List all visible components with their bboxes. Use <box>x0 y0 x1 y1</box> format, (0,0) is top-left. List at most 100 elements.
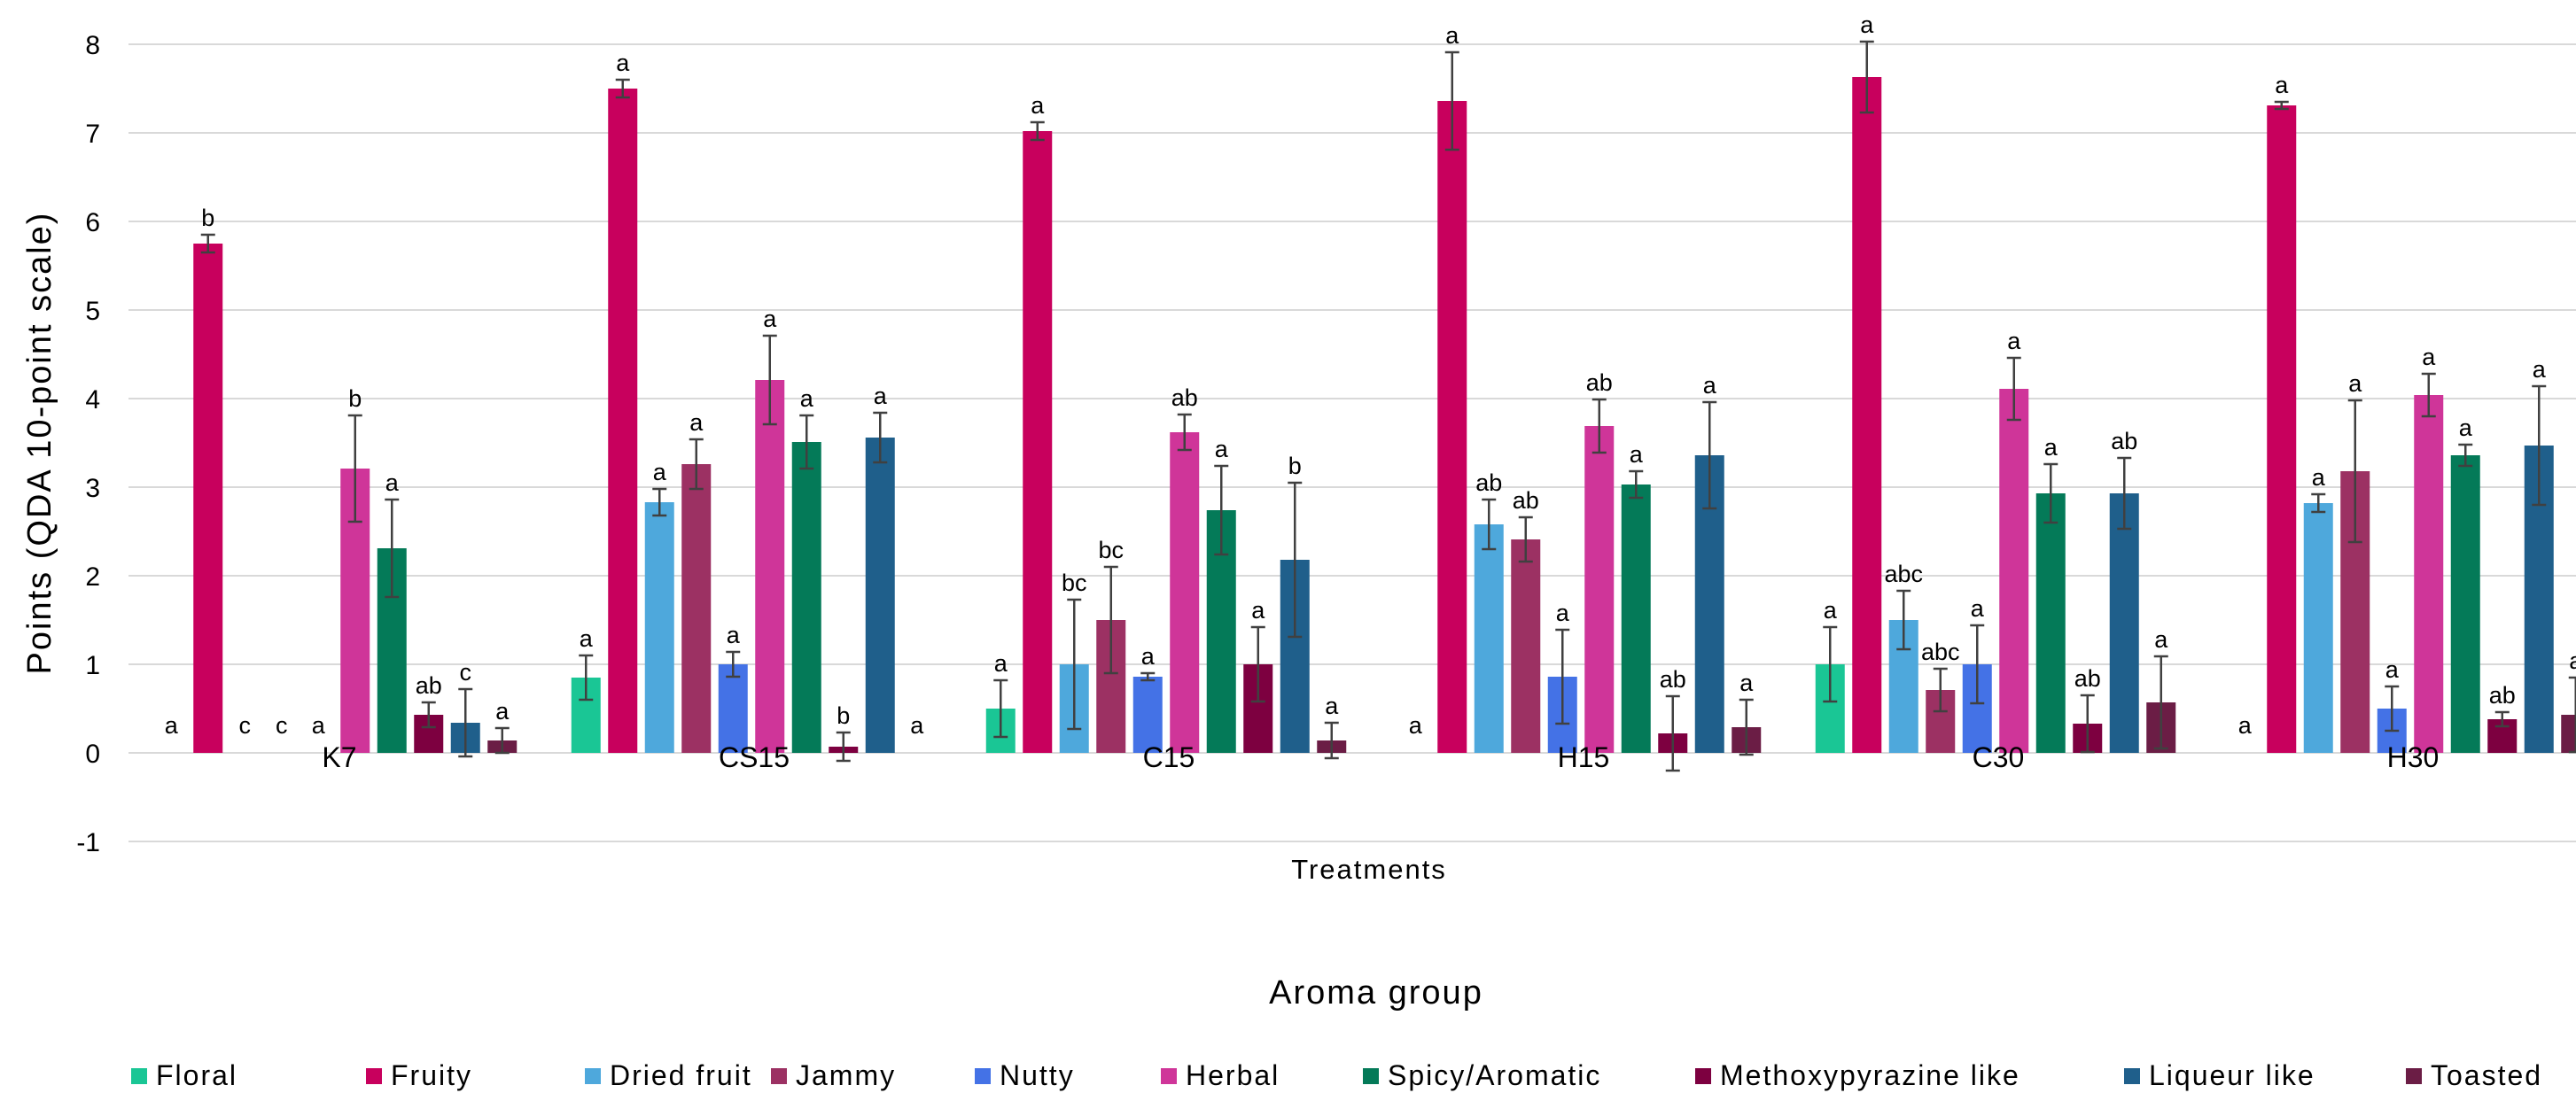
error-bar <box>2080 694 2095 754</box>
legend-swatch <box>1161 1068 1177 1084</box>
significance-letter: a <box>2312 464 2326 491</box>
bar <box>2561 715 2576 753</box>
error-bar <box>689 438 704 491</box>
legend-swatch <box>1695 1068 1711 1084</box>
significance-letter: a <box>1141 643 1156 670</box>
legend-label: Floral <box>156 1059 237 1091</box>
significance-letter: abc <box>1921 639 1960 665</box>
bar <box>644 502 674 753</box>
error-bar <box>615 78 630 99</box>
error-bar <box>1823 625 1838 703</box>
significance-letter: a <box>2533 356 2547 383</box>
error-bar <box>458 687 473 758</box>
significance-letter: c <box>239 712 252 739</box>
error-bar <box>421 701 436 729</box>
bar <box>1170 432 1200 753</box>
category-labels: K7 CS15 C15 H15 C30 H30 <box>322 741 2439 773</box>
bar <box>1852 77 1882 753</box>
y-tick-label: 7 <box>85 120 100 149</box>
significance-letter: a <box>1251 597 1265 624</box>
legend-item: Herbal <box>1161 1059 1280 1091</box>
significance-letter: abc <box>1884 561 1923 587</box>
error-bar <box>200 233 215 254</box>
significance-letter: ab <box>1513 487 1539 514</box>
error-bar <box>1518 515 1533 563</box>
category-label: C15 <box>1143 741 1195 773</box>
bar <box>2267 105 2297 753</box>
significance-letter: c <box>276 712 288 739</box>
error-bar <box>1067 598 1082 731</box>
significance-letter: a <box>2385 656 2400 683</box>
error-bar <box>347 414 362 523</box>
legend-item: Nutty <box>975 1059 1075 1091</box>
significance-letter: a <box>994 650 1008 677</box>
y-tick-label: 0 <box>85 740 100 769</box>
significance-letter: a <box>689 409 704 436</box>
bar <box>1621 484 1651 753</box>
significance-letter: a <box>874 383 888 409</box>
bar <box>1132 677 1163 753</box>
y-tick-label: 6 <box>85 208 100 237</box>
bars <box>193 77 2576 753</box>
significance-letter: a <box>1860 12 1874 38</box>
error-bar <box>1103 565 1118 675</box>
legend-swatch <box>771 1068 787 1084</box>
error-bar <box>799 414 814 470</box>
y-tick-label: 4 <box>85 385 100 415</box>
significance-letter: a <box>2422 344 2436 370</box>
significance-letter: a <box>1971 595 1985 622</box>
error-bar <box>2043 462 2058 524</box>
significance-letter: a <box>2154 626 2168 653</box>
significance-letter: b <box>1288 453 1302 479</box>
significance-letter: a <box>1739 670 1754 696</box>
error-bar <box>1214 464 1229 556</box>
gridlines <box>128 43 2576 842</box>
bar <box>681 464 712 753</box>
error-bar <box>1555 628 1570 725</box>
bar <box>755 380 785 753</box>
significance-letter: a <box>727 622 741 648</box>
significance-letter: bc <box>1098 537 1124 563</box>
significance-letter: a <box>800 385 814 412</box>
legend-item: Methoxypyrazine like <box>1695 1059 2019 1091</box>
error-bar <box>1177 413 1192 452</box>
y-tick-label: 8 <box>85 31 100 60</box>
legend-label: Dried fruit <box>610 1059 752 1091</box>
legend-item: Liqueur like <box>2124 1059 2314 1091</box>
significance-letter: a <box>2348 370 2362 397</box>
y-tick-label: 1 <box>85 651 100 680</box>
error-bar <box>1592 398 1607 454</box>
legend-item: Spicy/Aromatic <box>1363 1059 1599 1091</box>
category-label: H15 <box>1558 741 1610 773</box>
error-bar <box>2117 456 2132 531</box>
significance-letter: ab <box>1586 369 1613 396</box>
bar <box>2303 503 2333 753</box>
error-bar <box>1250 625 1265 703</box>
bar <box>2109 493 2139 753</box>
error-bar <box>2385 685 2400 733</box>
legend-label: Herbal <box>1186 1059 1280 1091</box>
bar <box>1437 101 1467 753</box>
error-bar <box>1030 120 1045 142</box>
significance-letter: a <box>1703 372 1717 399</box>
error-bar <box>2532 384 2547 507</box>
significance-letter: a <box>2275 72 2289 98</box>
significance-letter: a <box>165 712 179 739</box>
significance-letter: bc <box>1062 570 1087 596</box>
legend-item: Toasted <box>2406 1059 2541 1091</box>
bar <box>2035 493 2066 753</box>
significance-letter: a <box>1445 22 1459 49</box>
significance-letter: ab <box>2111 428 2137 454</box>
error-bar <box>1444 50 1459 151</box>
bar <box>1511 539 1541 753</box>
error-bar <box>1859 40 1874 114</box>
error-bar <box>1482 498 1497 551</box>
error-bar <box>873 411 888 464</box>
bar <box>791 442 821 753</box>
error-bar <box>1933 667 1948 713</box>
significance-letter: a <box>1215 436 1229 462</box>
y-tick-label: -1 <box>76 828 100 857</box>
legend-label: Nutty <box>1000 1059 1075 1091</box>
legend-swatch <box>131 1068 147 1084</box>
error-bar <box>836 731 851 763</box>
